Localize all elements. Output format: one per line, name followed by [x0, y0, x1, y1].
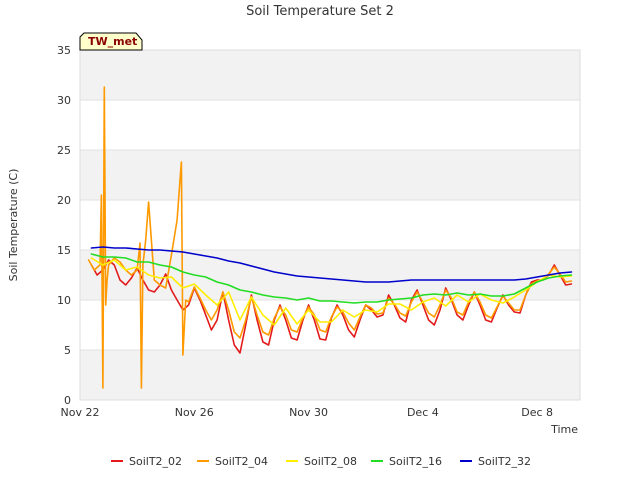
- x-tick-label: Dec 4: [407, 406, 439, 419]
- plot-frame: [79, 49, 581, 401]
- series-lines: [87, 86, 573, 389]
- legend-label: SoilT2_16: [389, 455, 442, 468]
- series-line-soilt2_32: [90, 246, 573, 283]
- station-badge: TW_met: [79, 32, 143, 51]
- x-axis-label: Time: [550, 423, 578, 436]
- series-line-soilt2_16: [90, 253, 573, 304]
- gridlines: [80, 49, 580, 401]
- x-tick-label: Nov 22: [61, 406, 100, 419]
- x-tick-label: Nov 26: [175, 406, 214, 419]
- y-tick-label: 25: [57, 144, 71, 157]
- y-tick-label: 30: [57, 94, 71, 107]
- background-band: [80, 150, 580, 200]
- background-band: [80, 250, 580, 300]
- legend-label: SoilT2_02: [129, 455, 182, 468]
- y-tick-label: 0: [64, 394, 71, 407]
- background-band: [80, 350, 580, 400]
- station-badge-label: TW_met: [88, 35, 137, 48]
- plot-background-bands: [80, 50, 580, 400]
- y-tick-label: 5: [64, 344, 71, 357]
- chart-title: Soil Temperature Set 2: [246, 4, 394, 19]
- y-axis-ticks: 0 5 10 15 20 25 30 35: [57, 44, 71, 407]
- station-badge-shape: [79, 32, 143, 51]
- y-tick-label: 15: [57, 244, 71, 257]
- legend-label: SoilT2_32: [478, 455, 531, 468]
- series-line-soilt2_04: [87, 86, 573, 389]
- background-band: [80, 50, 580, 100]
- y-axis-label: Soil Temperature (C): [7, 169, 20, 282]
- x-tick-label: Nov 30: [289, 406, 328, 419]
- x-axis-ticks: Nov 22 Nov 26 Nov 30 Dec 4 Dec 8: [61, 406, 554, 419]
- legend-label: SoilT2_04: [215, 455, 268, 468]
- legend: SoilT2_02 SoilT2_04 SoilT2_08 SoilT2_16 Soil…: [111, 455, 531, 468]
- series-line-soilt2_08: [90, 257, 573, 326]
- y-tick-label: 35: [57, 44, 71, 57]
- x-tick-label: Dec 8: [521, 406, 553, 419]
- y-tick-label: 20: [57, 194, 71, 207]
- legend-label: SoilT2_08: [304, 455, 357, 468]
- y-tick-label: 10: [57, 294, 71, 307]
